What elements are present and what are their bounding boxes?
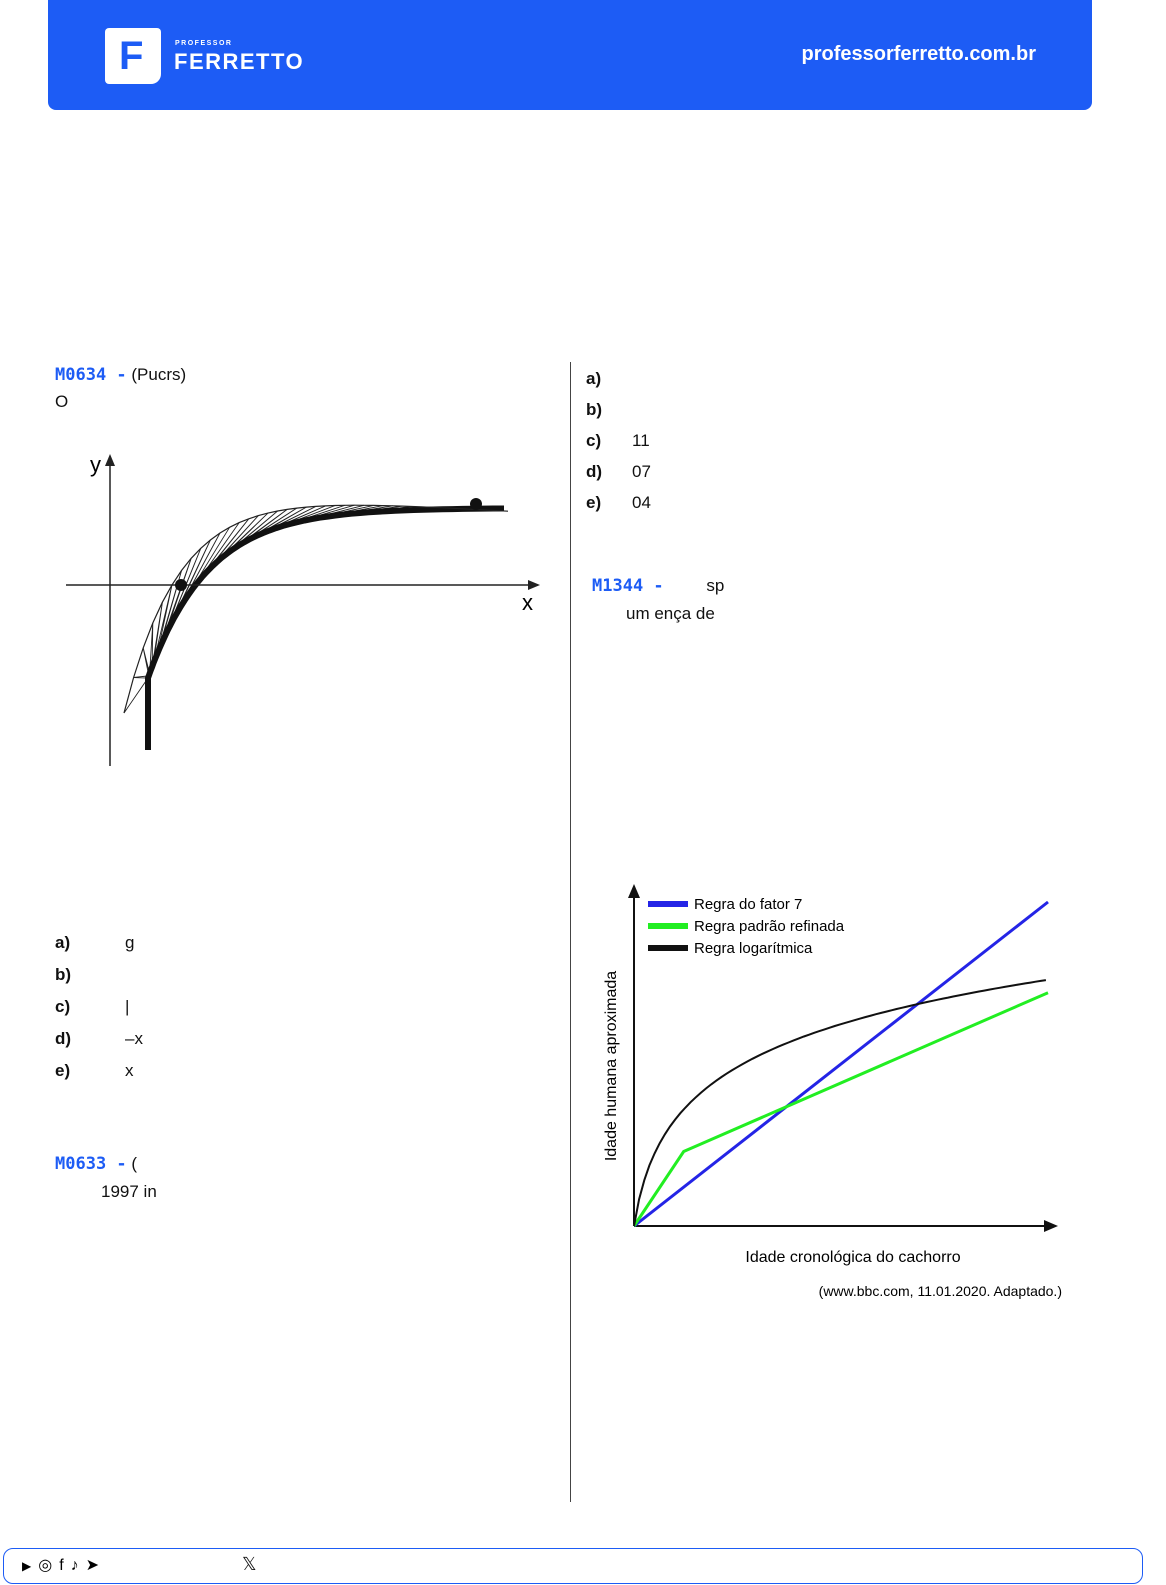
option-letter: b) [586,400,603,419]
series-layer [632,900,1049,1228]
chart-y-label: Idade humana aproximada [603,971,620,1161]
question-m1344-header: M1344 - sp [592,576,724,596]
option-3[interactable]: c) 11 [586,431,650,451]
question-source: (Pucrs) [131,365,187,384]
option-letter: e) [586,493,602,512]
series-line-2 [632,991,1049,1227]
y-axis-arrow [105,454,115,466]
option-letter: c) [586,431,602,450]
option-5[interactable]: e) x [55,1061,134,1081]
question-text: um ença de [626,604,715,623]
chart-x-arrow [1044,1220,1058,1232]
facebook-icon[interactable]: f [59,1557,64,1574]
header-banner: F PROFESSOR FERRETTO professorferretto.c… [48,0,1092,110]
social-icons: ▶ ◎ f ♪ ➤ [22,1555,106,1575]
instagram-icon[interactable]: ◎ [38,1557,53,1574]
tiktok-icon[interactable]: ♪ [70,1557,79,1574]
option-5[interactable]: e) 04 [586,493,651,513]
question-text: 1997 in [101,1182,157,1201]
main-curve [145,505,504,750]
point-b [470,498,482,510]
x-label: x [522,590,533,615]
option-letter: a) [586,369,602,388]
question-m0634-header: M0634 - (Pucrs) [55,365,186,385]
option-text: 11 [632,431,650,450]
brand-name: FERRETTO [174,49,305,74]
dog-age-chart: Regra do fator 7 Regra padrão refinada Reg… [603,884,1062,1299]
option-1[interactable]: a) [586,369,601,389]
option-4[interactable]: d) –x [55,1029,143,1049]
option-letter: b) [55,965,72,984]
option-letter: d) [586,462,603,481]
youtube-icon[interactable]: ▶ [22,1559,32,1573]
option-letter: e) [55,1061,71,1080]
brand-small: PROFESSOR [175,40,233,47]
option-text: x [125,1061,134,1080]
legend-label-2: Regra padrão refinada [694,918,845,935]
site-link[interactable]: professorferretto.com.br [801,43,1037,65]
question-m0633-header: M0633 - ( [55,1154,137,1174]
option-letter: d) [55,1029,72,1048]
curve-graph: y x [66,452,540,766]
option-2[interactable]: b) [586,400,602,420]
option-3[interactable]: c) | [55,997,129,1017]
x-axis-arrow [528,580,540,590]
chart-x-label: Idade cronológica do cachorro [745,1249,960,1266]
series-line-1 [633,900,1049,1228]
telegram-icon[interactable]: ➤ [85,1557,100,1574]
option-text: | [125,997,130,1016]
question-id: M0634 - [55,365,127,385]
option-text: –x [125,1029,143,1048]
x-icon[interactable]: 𝕏 [242,1554,257,1574]
question-id: M0633 - [55,1154,127,1174]
legend-label-1: Regra do fator 7 [694,896,802,913]
series-line-3 [633,979,1047,1227]
outer-curve [123,504,509,714]
option-letter: c) [55,997,71,1016]
logo-letter: F [119,34,144,78]
question-id: M1344 - [592,576,664,596]
question-text: O [55,392,69,411]
legend-label-3: Regra logarítmica [694,940,813,957]
logo: F [105,28,161,84]
column-divider [570,362,571,1502]
question-source: ( [131,1154,138,1173]
option-text: 04 [632,493,651,512]
chart-source: (www.bbc.com, 11.01.2020. Adaptado.) [819,1283,1062,1299]
chart-y-arrow [628,884,640,898]
chart-legend: Regra do fator 7 Regra padrão refinada Reg… [648,896,845,957]
option-1[interactable]: a) g [55,933,134,953]
option-letter: a) [55,933,71,952]
y-label: y [90,452,101,477]
question-text: sp [706,576,725,595]
option-4[interactable]: d) 07 [586,462,651,482]
option-text: g [125,933,135,952]
footer-bar: ▶ ◎ f ♪ ➤ 𝕏 [3,1548,1143,1584]
option-text: 07 [632,462,651,481]
point-a [175,579,187,591]
option-2[interactable]: b) [55,965,71,985]
